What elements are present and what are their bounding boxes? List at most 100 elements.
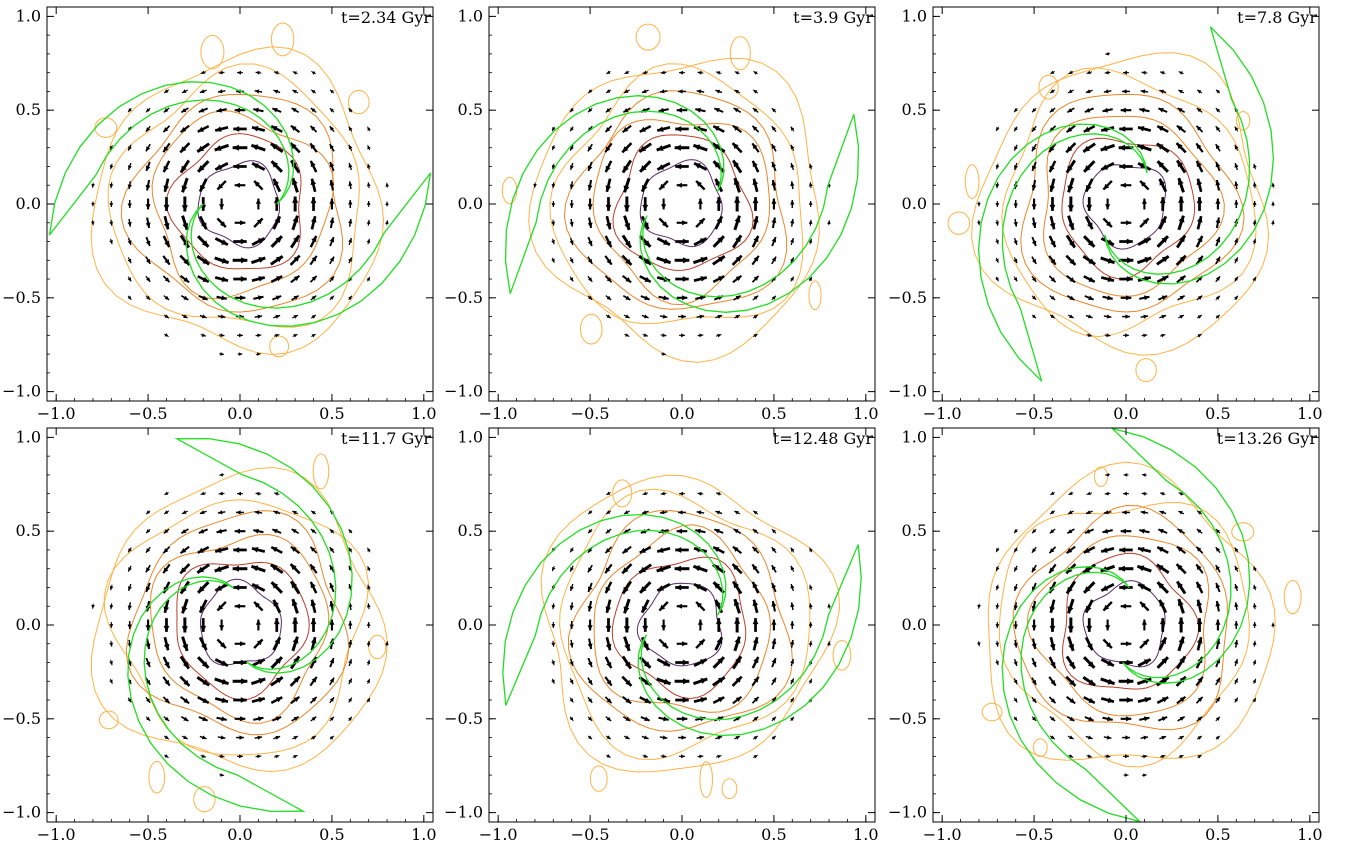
arrow-head — [1197, 334, 1202, 338]
arrow-head — [995, 277, 999, 282]
contour-blob — [589, 765, 608, 792]
arrow-head — [695, 107, 701, 113]
arrow-head — [198, 165, 205, 172]
arrow-head — [127, 605, 132, 611]
arrow-head — [662, 314, 668, 319]
arrow-head — [716, 492, 721, 496]
arrow-head — [771, 295, 776, 300]
arrow-head — [1156, 564, 1164, 571]
arrow-head — [715, 197, 722, 204]
arrow-head — [292, 617, 299, 624]
arrow-head — [1014, 146, 1018, 151]
arrow-head — [1252, 182, 1257, 187]
arrow-head — [1101, 547, 1108, 553]
contour-blob — [270, 22, 295, 57]
arrow-head — [1013, 240, 1018, 245]
arrow-head — [1069, 716, 1075, 721]
arrow-head — [569, 203, 574, 208]
arrow-head — [1013, 679, 1018, 685]
arrow-head — [329, 716, 334, 721]
arrow-head — [587, 605, 593, 612]
arrow-head — [290, 546, 297, 552]
arrow-head — [1050, 70, 1055, 74]
arrow-head — [1032, 108, 1037, 113]
arrow-head — [1142, 773, 1147, 778]
arrow-head — [1069, 679, 1076, 686]
arrow-head — [995, 184, 1000, 189]
arrow-head — [623, 205, 630, 212]
arrow-head — [291, 581, 298, 589]
arrow-head — [1127, 678, 1134, 685]
y-tick-label: −0.5 — [888, 709, 927, 728]
arrow-head — [1084, 586, 1091, 593]
arrow-head — [551, 184, 556, 189]
arrow-head — [127, 624, 132, 629]
arrow-head — [569, 221, 574, 227]
arrow-head — [1100, 145, 1108, 151]
arrow-head — [533, 183, 537, 188]
arrow-head — [220, 314, 226, 319]
arrow-head — [219, 625, 225, 631]
arrow-head — [1083, 547, 1091, 553]
arrow-head — [366, 182, 371, 187]
arrow-head — [329, 547, 334, 552]
arrow-head — [588, 108, 593, 113]
arrow-head — [663, 678, 671, 685]
arrow-head — [995, 624, 1000, 629]
arrow-head — [1031, 258, 1037, 264]
arrow-head — [145, 548, 151, 553]
y-tick-label: 0.0 — [458, 615, 483, 634]
arrow-head — [1050, 735, 1055, 740]
arrow-head — [662, 221, 668, 228]
y-tick-label: −0.5 — [444, 288, 483, 307]
arrow-head — [1031, 222, 1037, 228]
contour-line — [149, 533, 330, 724]
arrow-head — [734, 617, 741, 624]
arrow-head — [605, 586, 611, 594]
arrow-head — [1067, 606, 1074, 614]
arrow-head — [753, 295, 759, 300]
arrow-head — [733, 581, 740, 589]
arrow-head — [127, 698, 132, 703]
arrow-head — [201, 333, 206, 337]
arrow-head — [771, 658, 777, 664]
panel-frame — [932, 427, 1320, 823]
arrow-head — [1087, 240, 1095, 247]
arrow-head — [329, 735, 334, 740]
arrow-head — [310, 160, 316, 168]
y-tick-label: 0.5 — [16, 521, 41, 540]
arrow-head — [1049, 586, 1055, 594]
y-tick-label: 0.0 — [902, 615, 927, 634]
arrow-head — [145, 222, 151, 228]
arrow-head — [310, 618, 317, 625]
arrow-head — [771, 677, 777, 683]
arrow-head — [1013, 277, 1018, 282]
arrow-head — [1087, 661, 1095, 668]
arrow-head — [367, 163, 371, 168]
arrow-head — [713, 547, 720, 553]
arrow-head — [146, 529, 151, 534]
arrow-head — [366, 697, 370, 702]
arrow-head — [624, 643, 631, 651]
arrow-head — [622, 548, 629, 554]
arrow-head — [201, 240, 209, 247]
y-tick-label: −1.0 — [444, 382, 483, 401]
contour-blob — [98, 710, 119, 730]
arrow-head — [1083, 566, 1091, 573]
contour-line — [540, 474, 841, 773]
contour-line — [998, 501, 1250, 768]
arrow-head — [1087, 222, 1093, 230]
spiral-arm-outline — [185, 172, 432, 327]
arrow-head — [771, 716, 776, 721]
arrow-head — [311, 295, 317, 300]
arrow-head — [1107, 239, 1114, 245]
contour-line — [636, 582, 723, 667]
arrow-head — [606, 698, 612, 704]
arrow-head — [771, 217, 777, 224]
arrow-head — [1196, 216, 1203, 223]
arrow-head — [642, 491, 647, 496]
arrow-head — [311, 314, 316, 319]
arrow-head — [109, 679, 113, 684]
arrow-head — [771, 601, 777, 607]
